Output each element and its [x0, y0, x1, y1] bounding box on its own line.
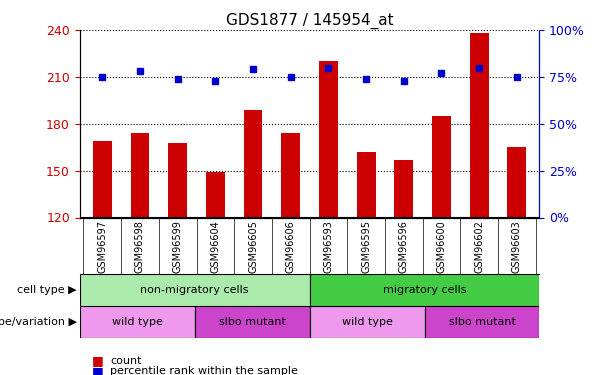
Text: ■: ■ [92, 354, 104, 367]
Bar [310, 274, 539, 306]
Bar [310, 306, 424, 338]
Text: wild type: wild type [112, 316, 162, 327]
Text: GSM96598: GSM96598 [135, 220, 145, 273]
Text: GSM96605: GSM96605 [248, 220, 258, 273]
Bar [394, 160, 413, 218]
Bar [195, 306, 310, 338]
Text: slbo mutant: slbo mutant [219, 316, 286, 327]
Bar [470, 33, 489, 218]
Text: count: count [110, 356, 142, 366]
Text: GSM96600: GSM96600 [436, 220, 446, 273]
Text: GSM96597: GSM96597 [97, 220, 107, 273]
Bar [168, 142, 187, 218]
Text: GSM96606: GSM96606 [286, 220, 295, 273]
Title: GDS1877 / 145954_at: GDS1877 / 145954_at [226, 12, 394, 28]
Text: migratory cells: migratory cells [383, 285, 466, 295]
Bar [319, 61, 338, 217]
Text: percentile rank within the sample: percentile rank within the sample [110, 366, 298, 375]
Text: wild type: wild type [341, 316, 392, 327]
Text: GSM96604: GSM96604 [210, 220, 220, 273]
Text: GSM96595: GSM96595 [361, 220, 371, 273]
Bar [281, 133, 300, 218]
Bar [424, 306, 539, 338]
Text: slbo mutant: slbo mutant [449, 316, 516, 327]
Text: GSM96603: GSM96603 [512, 220, 522, 273]
Bar [131, 133, 150, 218]
Text: non-migratory cells: non-migratory cells [140, 285, 249, 295]
Text: ■: ■ [92, 365, 104, 375]
Text: genotype/variation ▶: genotype/variation ▶ [0, 316, 77, 327]
Bar [357, 152, 376, 217]
Bar [508, 147, 526, 218]
Bar [80, 274, 310, 306]
Bar [243, 110, 262, 218]
Text: GSM96602: GSM96602 [474, 220, 484, 273]
Bar [206, 172, 225, 217]
Text: cell type ▶: cell type ▶ [17, 285, 77, 295]
Bar [93, 141, 112, 218]
Text: GSM96593: GSM96593 [324, 220, 333, 273]
Text: GSM96599: GSM96599 [173, 220, 183, 273]
Bar [432, 116, 451, 218]
Text: GSM96596: GSM96596 [399, 220, 409, 273]
Bar [80, 306, 195, 338]
